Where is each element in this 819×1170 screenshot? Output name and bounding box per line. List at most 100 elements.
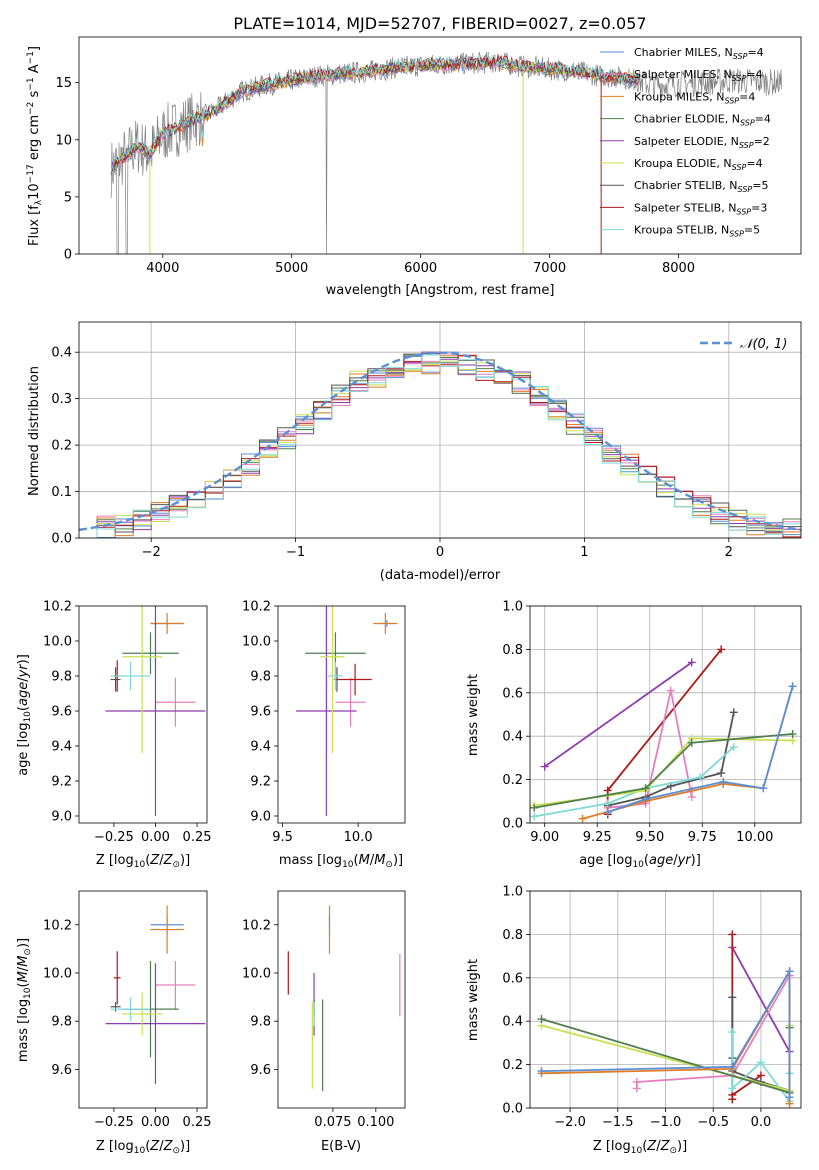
age_vs_mass-ytick-label: 9.8 <box>250 670 271 685</box>
weight_vs_age-frame <box>529 605 802 824</box>
weight_vs_Z-ytick-label: 0.6 <box>502 971 523 986</box>
wZ-ylabel: mass weight <box>466 959 481 1041</box>
weight-line-kroupa-miles <box>582 686 794 820</box>
spectrum-ytick-label: 10 <box>55 133 72 148</box>
model-spectrum-salpeter-stelib <box>110 53 640 173</box>
mass_vs_Z-ytick-label: 9.6 <box>51 1063 72 1078</box>
age_vs_Z-xtick-label: 0.00 <box>141 830 170 845</box>
age_vs_mass-ytick-label: 9.0 <box>250 810 271 825</box>
residuals-ylabel: Normed distribution <box>27 366 42 496</box>
mass_vs_Z-ytick-label: 9.8 <box>51 1015 72 1030</box>
weight-marker-kroupa-stelib <box>696 773 705 782</box>
age_vs_Z-ytick-label: 9.2 <box>51 775 72 790</box>
weight-marker-chabrier-miles <box>785 967 794 976</box>
age_vs_Z-ytick-label: 10.2 <box>43 600 72 615</box>
ageZ-xlabel: Z [log10(Z/Z⊙)] <box>96 853 190 870</box>
weight-line-salpeter-elodie <box>544 661 693 768</box>
mass_vs_ebv-ytick-label: 9.6 <box>250 1063 271 1078</box>
histogram-kroupa-stelib <box>79 354 801 538</box>
mass-vs-ebv-panel: E(B-V) 0.075 0.100 9.6 9.8 10.0 10.2 <box>242 890 406 1154</box>
weight_vs_age-plot-area <box>530 645 797 823</box>
mass_vs_Z-plot-area <box>105 905 206 1084</box>
mass_vs_Z-frame <box>78 890 208 1109</box>
weight_vs_Z-ytick-label: 0.0 <box>502 1102 523 1117</box>
spectrum-xlabel: wavelength [Angstrom, rest frame] <box>326 283 555 298</box>
spectrum-ytick-label: 5 <box>64 190 72 205</box>
mE-xlabel: E(B-V) <box>321 1139 361 1154</box>
weight-marker-salpeter-elodie <box>687 658 696 667</box>
age_vs_mass-xtick-label: 9.5 <box>272 830 293 845</box>
mass_vs_Z-xtick-label: 0.00 <box>141 1115 170 1130</box>
age_vs_Z-xtick-label: 0.25 <box>183 830 212 845</box>
weight_vs_age-xtick-label: 10.00 <box>736 830 773 845</box>
spectrum-ytick-label: 15 <box>55 76 72 91</box>
age_vs_mass-ytick-label: 9.2 <box>250 775 271 790</box>
weight_vs_Z-xtick-label: −0.5 <box>697 1115 729 1130</box>
weight_vs_Z-ytick-label: 0.2 <box>502 1058 523 1073</box>
weight_vs_age-xtick-label: 9.25 <box>583 830 612 845</box>
ageZ-ylabel: age [log10(age/yr)] <box>16 654 33 776</box>
mass_vs_ebv-ytick-label: 9.8 <box>250 1015 271 1030</box>
mZ-xlabel: Z [log10(Z/Z⊙)] <box>96 1139 190 1156</box>
weight-vs-age-panel: age [log10(age/yr)] mass weight 9.00 9.25… <box>466 600 802 870</box>
weight_vs_age-ytick-label: 1.0 <box>502 600 523 615</box>
age_vs_Z-plot-area <box>105 606 206 816</box>
weight_vs_age-ytick-label: 0.4 <box>502 730 523 745</box>
weight_vs_age-xtick-label: 9.75 <box>688 830 717 845</box>
mass_vs_ebv-ytick-label: 10.2 <box>242 918 271 933</box>
weight-marker-chabrier-elodie <box>530 803 539 812</box>
residuals-plot-area <box>79 351 801 538</box>
legend-entry-salpeter-miles: Salpeter MILES, NSSP=4 <box>634 68 763 83</box>
age_vs_Z-frame <box>78 605 208 824</box>
residuals-ytick-label: 0.1 <box>51 485 72 500</box>
weight_vs_Z-plot-area <box>537 930 794 1108</box>
age_vs_Z-ytick-label: 9.0 <box>51 810 72 825</box>
mass_vs_ebv-frame <box>277 890 406 1109</box>
age_vs_mass-ytick-label: 9.6 <box>250 705 271 720</box>
age_vs_mass-ytick-label: 9.4 <box>250 740 271 755</box>
age_vs_Z-ytick-label: 9.8 <box>51 670 72 685</box>
weight_vs_Z-ytick-label: 1.0 <box>502 885 523 900</box>
weight-marker-salpeter-stelib <box>728 930 737 939</box>
spectrum-ytick-label: 0 <box>64 248 72 263</box>
weight_vs_Z-xtick-label: 0.0 <box>751 1115 772 1130</box>
legend-entry-salpeter-elodie: Salpeter ELODIE, NSSP=2 <box>634 135 770 150</box>
weight-marker-kroupa-stelib <box>603 799 612 808</box>
mass-vs-metallicity-panel: Z [log10(Z/Z⊙)] mass [log10(M/M⊙)] −0.25… <box>16 890 212 1156</box>
age_vs_mass-plot-area <box>296 606 398 816</box>
wAge-ylabel: mass weight <box>466 674 481 756</box>
mass_vs_Z-xtick-label: 0.25 <box>183 1115 212 1130</box>
weight_vs_age-ytick-label: 0.0 <box>502 817 523 832</box>
weight-marker-chabrier-miles <box>537 1067 546 1076</box>
weight-marker-kroupa-stelib <box>728 1084 737 1093</box>
mass_vs_Z-ytick-label: 10.2 <box>43 918 72 933</box>
age_vs_mass-ytick-label: 10.2 <box>242 600 271 615</box>
mass_vs_ebv-ytick-label: 10.0 <box>242 966 271 981</box>
wAge-xlabel: age [log10(age/yr)] <box>579 853 701 870</box>
weight-vs-metallicity-panel: Z [log10(Z/Z⊙)] mass weight −2.0 −1.5 −1.0… <box>466 885 802 1156</box>
legend-entry-chabrier-miles: Chabrier MILES, NSSP=4 <box>634 46 764 61</box>
weight-marker-chabrier-miles <box>788 682 797 691</box>
residuals-ytick-label: 0.2 <box>51 439 72 454</box>
age_vs_Z-xtick-label: −0.25 <box>94 830 134 845</box>
weight-line-chabrier-elodie <box>534 733 793 809</box>
weight_vs_Z-xtick-label: −1.0 <box>650 1115 682 1130</box>
legend-entry-chabrier-stelib: Chabrier STELIB, NSSP=5 <box>634 179 768 194</box>
weight-marker-chabrier-miles <box>603 808 612 817</box>
legend-entry-kroupa-elodie: Kroupa ELODIE, NSSP=4 <box>634 157 763 172</box>
age_vs_Z-ytick-label: 9.4 <box>51 740 72 755</box>
legend-entry-kroupa-stelib: Kroupa STELIB, NSSP=5 <box>634 224 760 239</box>
weight-marker-chabrier-miles <box>728 1062 737 1071</box>
spectrum-legend: Chabrier MILES, NSSP=4 Salpeter MILES, NS… <box>600 46 771 239</box>
residuals-xtick-label: 2 <box>725 545 733 560</box>
spectrum-xtick-label: 6000 <box>404 261 437 276</box>
weight-line-salpeter-elodie <box>731 946 791 1053</box>
spectrum-xtick-label: 8000 <box>662 261 695 276</box>
spectrum-frame <box>78 36 802 255</box>
weight-marker-chabrier-miles <box>785 1093 794 1102</box>
residuals-xlabel: (data-model)/error <box>380 568 501 583</box>
weight-line-chabrier-miles <box>541 968 791 1098</box>
weight_vs_Z-ytick-label: 0.8 <box>502 928 523 943</box>
weight-marker-salpeter-stelib <box>603 786 612 795</box>
residuals-xtick-label: 1 <box>580 545 588 560</box>
